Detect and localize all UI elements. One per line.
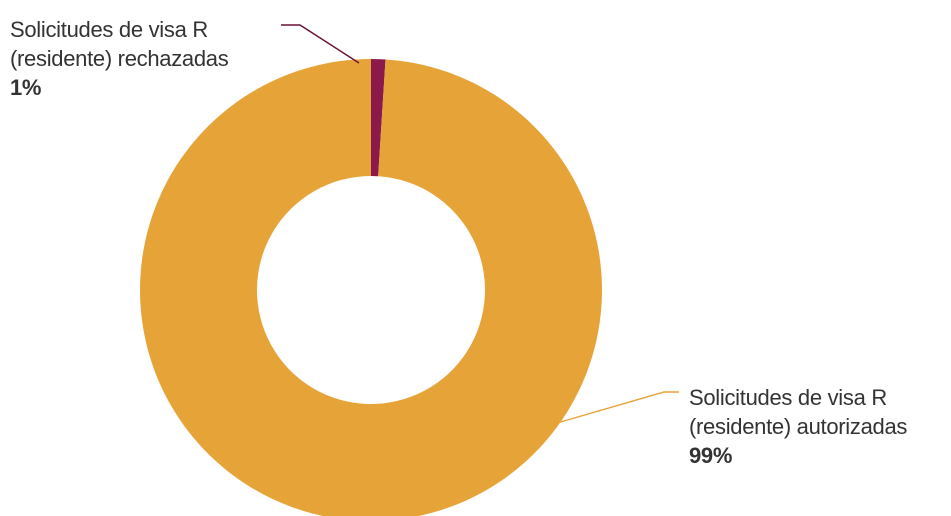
- label-autorizadas-line-2: (residente) autorizadas: [689, 414, 908, 439]
- slice-rechazadas: [371, 59, 386, 177]
- leader-lines: [281, 24, 679, 424]
- label-rechazadas-line-2: (residente) rechazadas: [10, 46, 229, 71]
- leader-line-rechazadas: [281, 24, 360, 64]
- label-rechazadas: Solicitudes de visa R (residente) rechaz…: [10, 15, 229, 102]
- slice-autorizadas: [140, 59, 602, 516]
- label-autorizadas-percent: 99%: [689, 443, 733, 468]
- leader-line-autorizadas: [556, 391, 679, 424]
- label-autorizadas-line-1: Solicitudes de visa R: [689, 385, 887, 410]
- label-autorizadas: Solicitudes de visa R (residente) autori…: [689, 383, 907, 470]
- label-rechazadas-line-1: Solicitudes de visa R: [10, 17, 208, 42]
- donut-slices: [140, 59, 602, 516]
- label-rechazadas-percent: 1%: [10, 75, 42, 100]
